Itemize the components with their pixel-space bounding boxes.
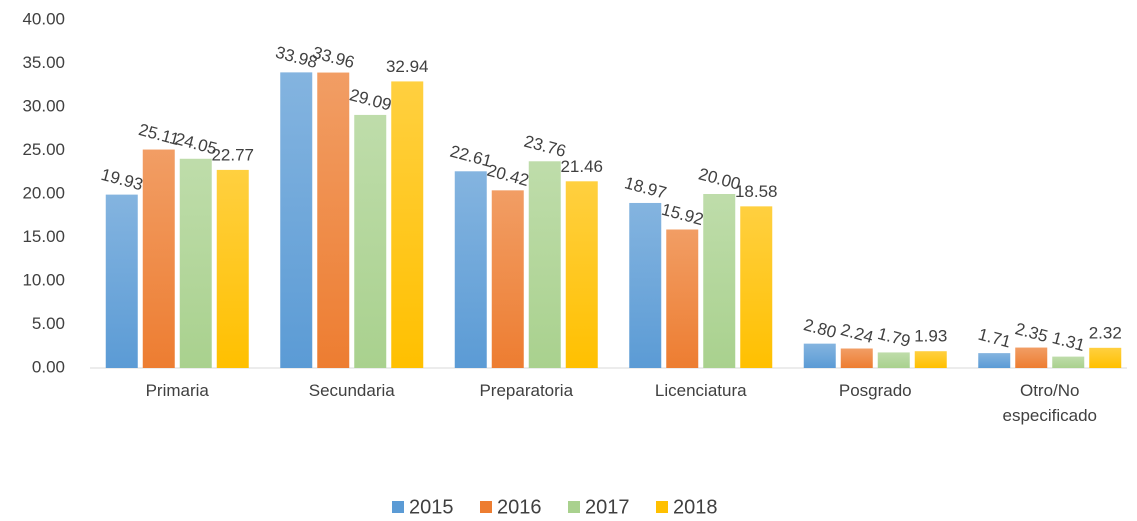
- y-tick-label: 20.00: [22, 183, 65, 202]
- legend-swatch: [568, 501, 580, 513]
- x-tick-label: Otro/No especificado: [1002, 381, 1097, 425]
- legend-swatch: [480, 501, 492, 513]
- bar: [280, 72, 313, 369]
- data-label: 1.79: [876, 324, 913, 351]
- bar: [216, 169, 249, 368]
- legend-label: 2018: [673, 496, 718, 518]
- data-label: 29.09: [348, 85, 394, 114]
- bar: [1052, 356, 1085, 368]
- data-label: 15.92: [660, 200, 706, 229]
- data-label: 32.94: [386, 57, 429, 76]
- data-label: 1.93: [914, 327, 947, 346]
- bar: [803, 343, 836, 368]
- bar: [528, 161, 561, 368]
- x-tick-label: Posgrado: [839, 381, 912, 400]
- bar: [914, 351, 947, 368]
- bar: [877, 352, 910, 368]
- bar: [703, 194, 736, 368]
- bar: [105, 194, 138, 368]
- y-tick-label: 30.00: [22, 96, 65, 115]
- y-tick-label: 15.00: [22, 227, 65, 246]
- legend-label: 2016: [497, 496, 542, 518]
- y-tick-label: 25.00: [22, 140, 65, 159]
- bar: [491, 190, 524, 368]
- bar: [840, 348, 873, 368]
- data-label: 18.58: [735, 182, 778, 201]
- data-label: 19.93: [99, 165, 145, 194]
- data-label: 33.96: [311, 43, 357, 72]
- y-tick-label: 0.00: [32, 357, 65, 376]
- bar: [391, 81, 424, 368]
- bar: [454, 171, 487, 368]
- bar: [317, 72, 350, 368]
- data-label: 1.31: [1050, 328, 1087, 355]
- x-tick-label: Licenciatura: [655, 381, 747, 400]
- bar: [978, 353, 1011, 368]
- legend-label: 2017: [585, 496, 630, 518]
- bar: [142, 149, 175, 368]
- data-label: 1.71: [976, 325, 1013, 352]
- y-tick-label: 5.00: [32, 314, 65, 333]
- bar: [629, 202, 662, 368]
- bar: [179, 158, 212, 368]
- legend-label: 2015: [409, 496, 454, 518]
- data-label: 22.61: [448, 142, 494, 171]
- x-tick-label: Preparatoria: [479, 381, 573, 400]
- y-tick-label: 40.00: [22, 9, 65, 28]
- bar: [354, 114, 387, 369]
- data-label: 2.24: [839, 320, 876, 347]
- x-tick-label: Primaria: [146, 381, 210, 400]
- data-label: 2.32: [1089, 323, 1122, 342]
- legend-swatch: [392, 501, 404, 513]
- data-label: 2.80: [802, 315, 839, 342]
- legend-swatch: [656, 501, 668, 513]
- y-tick-label: 35.00: [22, 53, 65, 72]
- data-label: 22.77: [211, 145, 254, 164]
- data-label: 2.35: [1013, 319, 1050, 346]
- y-tick-label: 10.00: [22, 270, 65, 289]
- bar: [565, 181, 598, 368]
- bar: [666, 229, 699, 368]
- bar: [1089, 347, 1122, 368]
- bar: [740, 206, 773, 368]
- data-label: 20.42: [485, 161, 531, 190]
- x-tick-label: Secundaria: [309, 381, 396, 400]
- bar: [1015, 347, 1048, 368]
- data-label: 21.46: [560, 157, 603, 176]
- data-label: 18.97: [623, 173, 669, 202]
